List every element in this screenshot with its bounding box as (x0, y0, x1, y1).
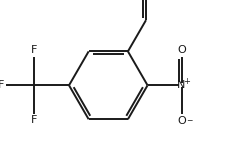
Text: −: − (186, 116, 193, 125)
Text: F: F (31, 45, 38, 55)
Text: O: O (178, 116, 186, 126)
Text: +: + (183, 77, 190, 86)
Text: O: O (178, 45, 186, 55)
Text: F: F (0, 80, 4, 90)
Text: F: F (31, 115, 38, 125)
Text: N: N (177, 80, 185, 90)
